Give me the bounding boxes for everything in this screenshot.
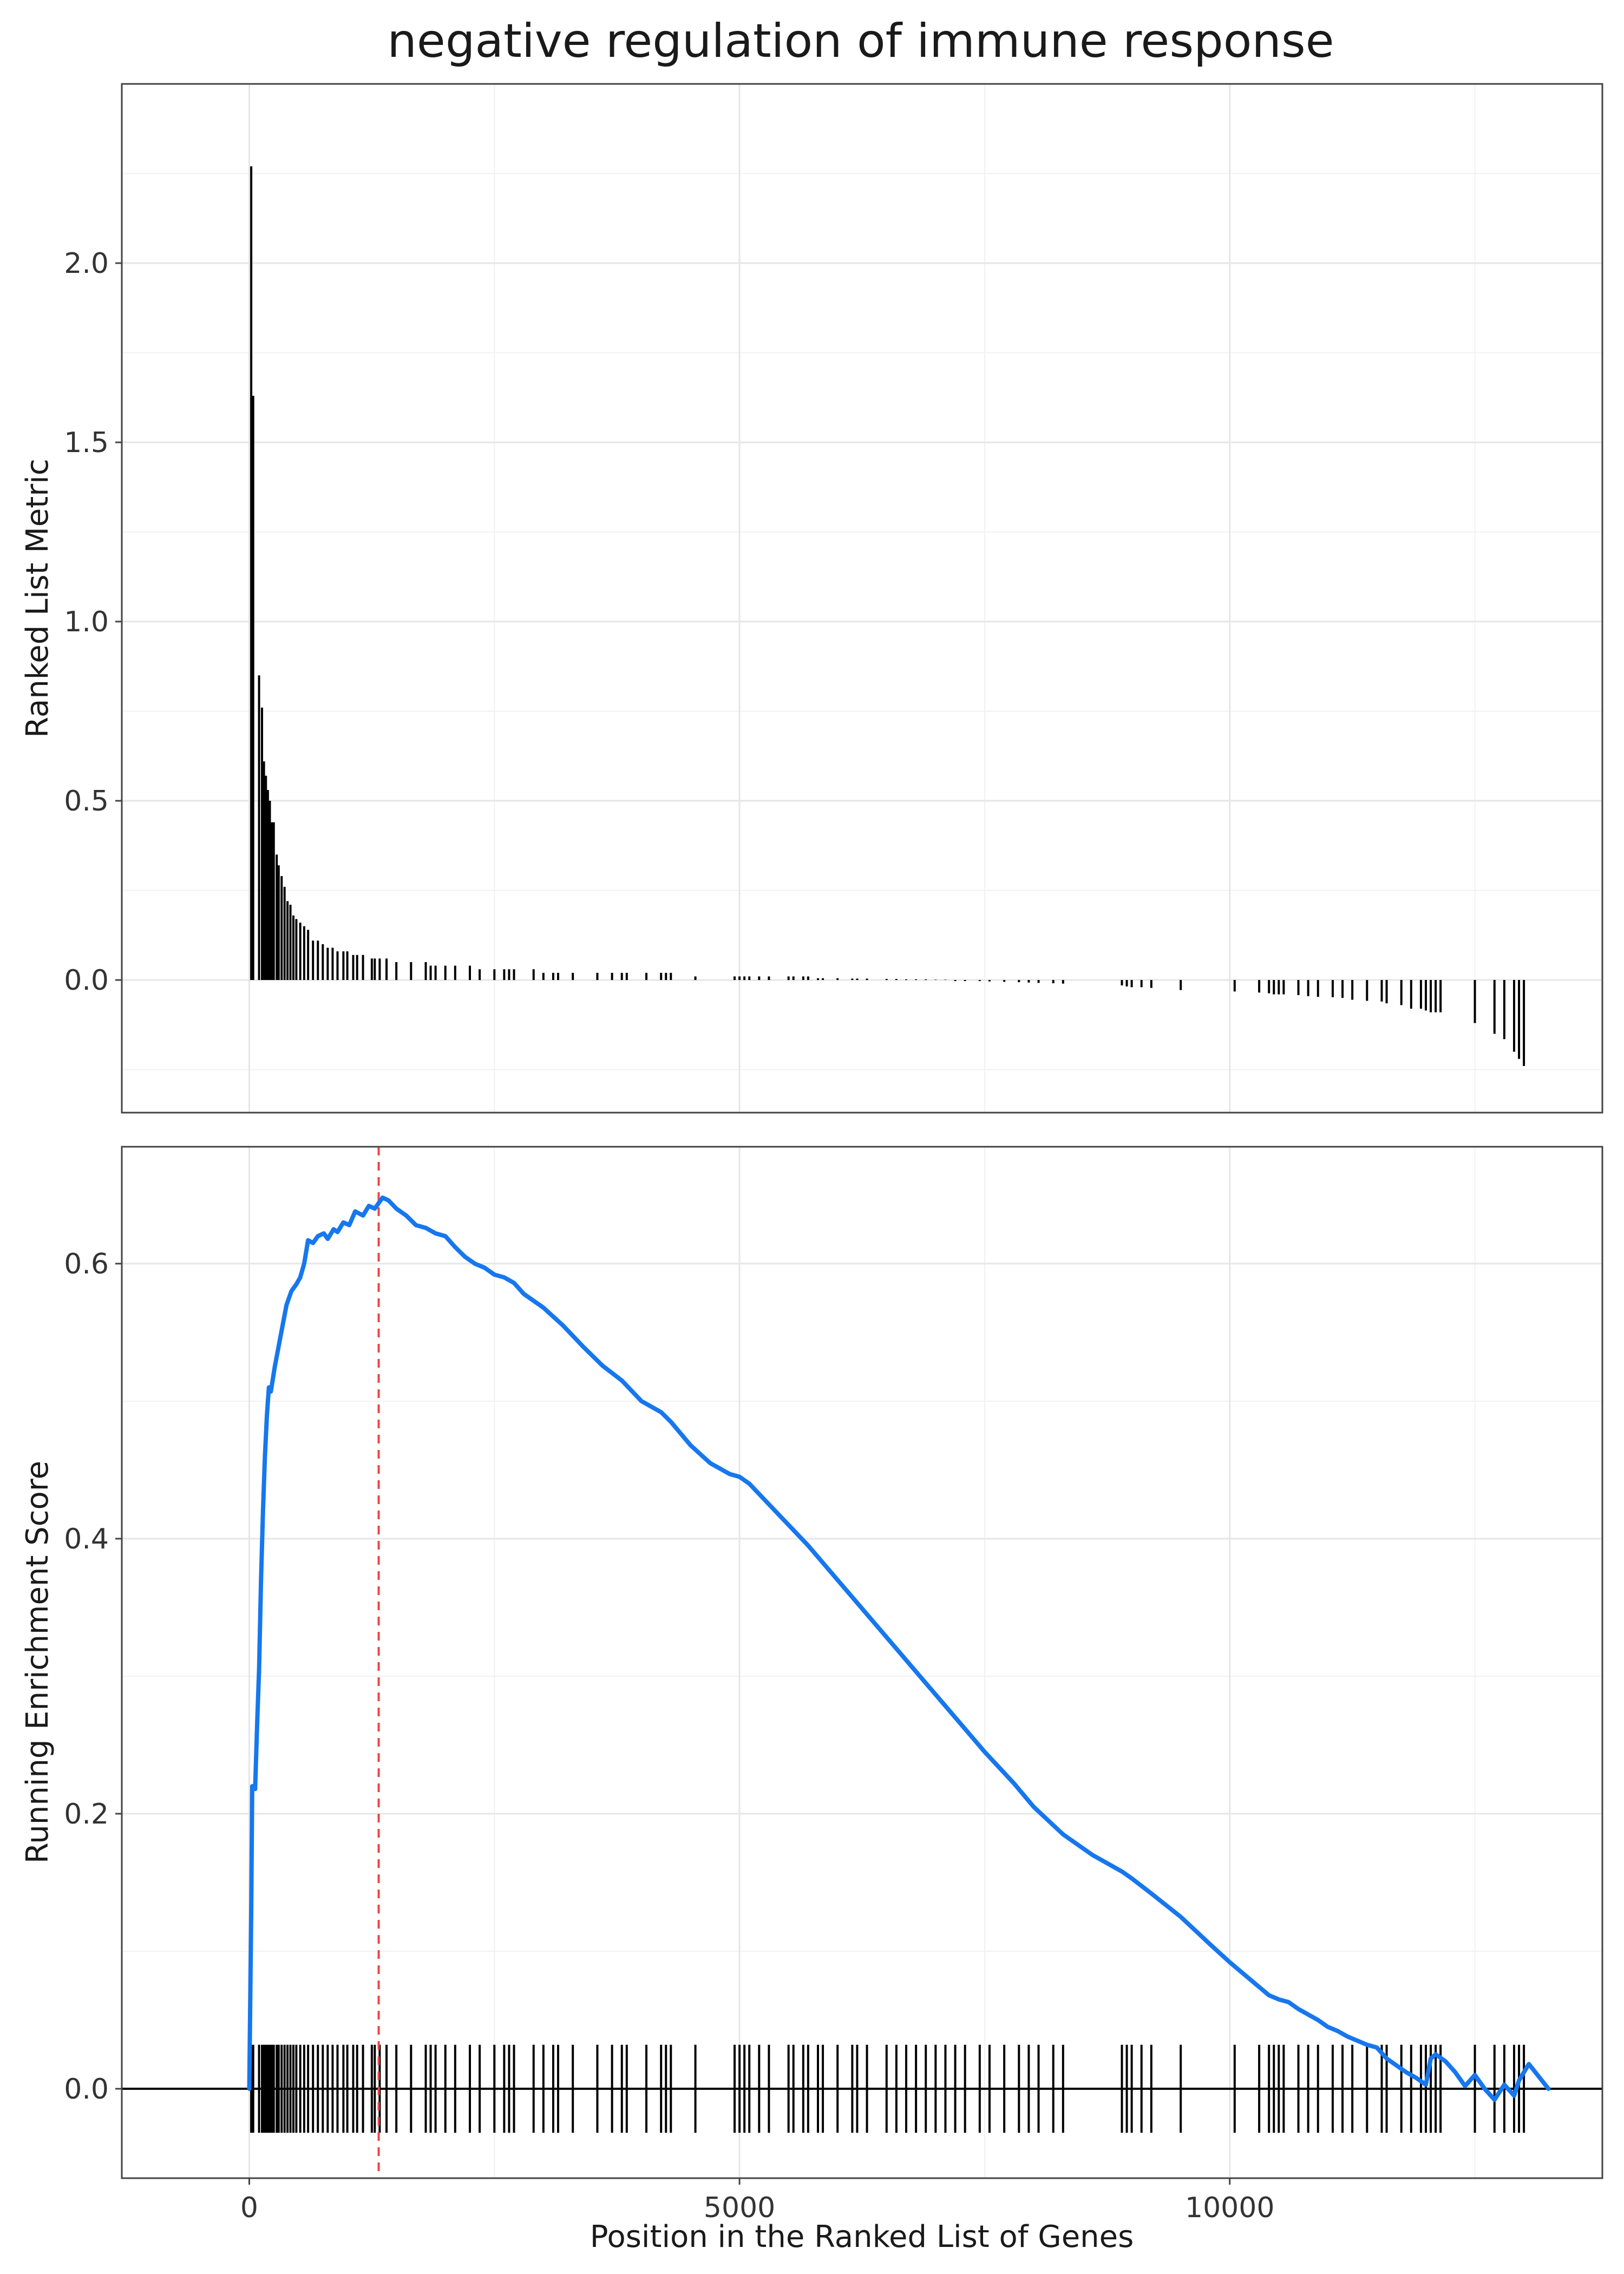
x-tick-label: 5000 bbox=[704, 2192, 775, 2224]
y-tick-label: 2.0 bbox=[64, 247, 109, 280]
y-tick-label: 0.2 bbox=[64, 1798, 109, 1831]
running-enrichment-curve bbox=[247, 1195, 1551, 2102]
running-enrichment-line bbox=[247, 1195, 1551, 2102]
ranked-metric-bars bbox=[250, 166, 1525, 1066]
y-tick-label: 0.5 bbox=[64, 785, 109, 818]
enrichment-score-panel-border bbox=[121, 1146, 1603, 2179]
ranked-metric-panel: 0.0 0.5 1.0 1.5 2.0 Ranked List Metric bbox=[20, 83, 1603, 1114]
y-tick-label: 0.4 bbox=[64, 1523, 109, 1556]
ranked-metric-panel-border bbox=[121, 83, 1603, 1114]
enrichment-score-y-axis-label: Running Enrichment Score bbox=[20, 1461, 55, 1864]
enrichment-score-x-axis: 0 5000 10000 bbox=[240, 2178, 1274, 2224]
ranked-metric-y-axis: 0.0 0.5 1.0 1.5 2.0 bbox=[64, 247, 122, 997]
y-tick-label: 0.6 bbox=[64, 1248, 109, 1280]
enrichment-score-panel-background bbox=[122, 1147, 1602, 2178]
ranked-metric-grid bbox=[122, 84, 1602, 1113]
chart-title: negative regulation of immune response bbox=[387, 14, 1334, 68]
enrichment-score-y-axis: 0.0 0.2 0.4 0.6 bbox=[64, 1248, 122, 2106]
ranked-metric-panel-background bbox=[122, 84, 1602, 1113]
ranked-metric-y-axis-label: Ranked List Metric bbox=[20, 459, 55, 738]
y-tick-label: 0.0 bbox=[64, 2073, 109, 2106]
x-tick-label: 10000 bbox=[1185, 2192, 1274, 2224]
x-tick-label: 0 bbox=[240, 2192, 258, 2224]
enrichment-score-panel: 0.0 0.2 0.4 0.6 0 5000 10000 Running Enrichme… bbox=[20, 1146, 1603, 2255]
y-tick-label: 1.5 bbox=[64, 427, 109, 459]
y-tick-label: 0.0 bbox=[64, 964, 109, 997]
x-axis-label: Position in the Ranked List of Genes bbox=[590, 2219, 1134, 2255]
y-tick-label: 1.0 bbox=[64, 606, 109, 638]
